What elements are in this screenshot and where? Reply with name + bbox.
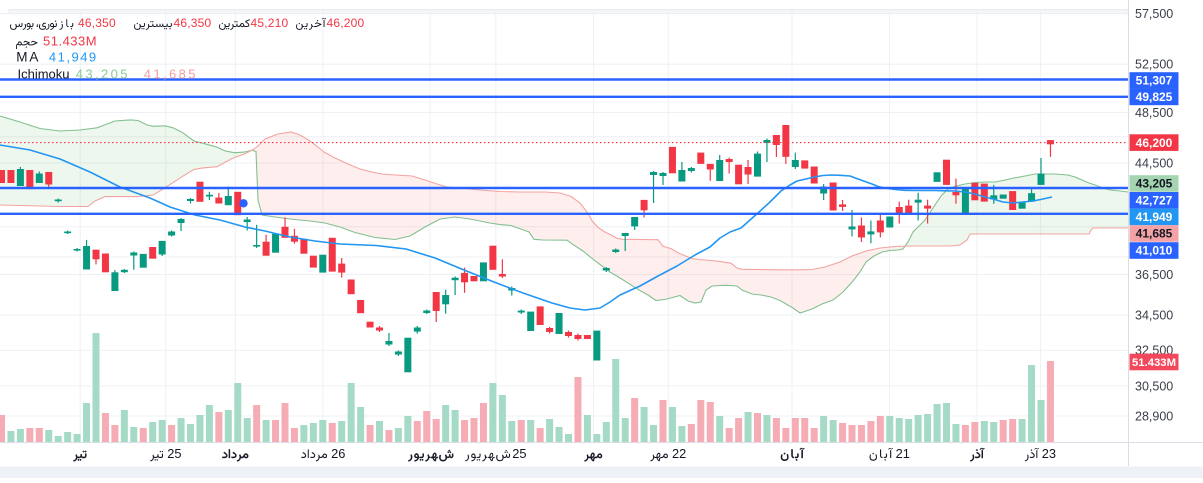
svg-text:41,949: 41,949 — [1136, 210, 1173, 224]
svg-text:42,727: 42,727 — [1136, 194, 1173, 208]
svg-text:45,210: 45,210 — [251, 16, 289, 30]
svg-text:30,500: 30,500 — [1135, 379, 1173, 393]
svg-text:Ichimoku: Ichimoku — [18, 66, 70, 81]
svg-text:26: 26 — [331, 446, 345, 461]
svg-text:28,900: 28,900 — [1135, 409, 1173, 423]
svg-text:46,200: 46,200 — [1136, 136, 1173, 150]
svg-text:44,500: 44,500 — [1135, 156, 1173, 170]
svg-text:34,500: 34,500 — [1135, 308, 1173, 322]
svg-text:21: 21 — [896, 446, 910, 461]
svg-text:25: 25 — [167, 446, 181, 461]
svg-text:46,350: 46,350 — [78, 16, 116, 30]
svg-text:25: 25 — [512, 446, 526, 461]
svg-text:48,500: 48,500 — [1135, 106, 1173, 120]
svg-text:MA: MA — [16, 49, 40, 64]
svg-text:41,010: 41,010 — [1136, 244, 1173, 258]
svg-text:46,200: 46,200 — [327, 16, 365, 30]
svg-text:46,350: 46,350 — [174, 16, 212, 30]
svg-text:36,500: 36,500 — [1135, 268, 1173, 282]
svg-text:49,825: 49,825 — [1136, 90, 1173, 104]
svg-text:43,205: 43,205 — [1136, 177, 1173, 191]
svg-text:51,307: 51,307 — [1136, 74, 1173, 88]
svg-text:51.433M: 51.433M — [43, 33, 97, 48]
svg-text:43,205: 43,205 — [76, 66, 130, 81]
svg-text:52,500: 52,500 — [1135, 58, 1173, 72]
svg-text:41,685: 41,685 — [1136, 227, 1173, 241]
svg-text:41,949: 41,949 — [49, 49, 98, 64]
svg-text:51.433M: 51.433M — [1132, 357, 1176, 369]
svg-text:57,500: 57,500 — [1135, 7, 1173, 21]
svg-text:23: 23 — [1042, 446, 1056, 461]
svg-text:22: 22 — [672, 446, 686, 461]
svg-text:41,685: 41,685 — [144, 66, 198, 81]
